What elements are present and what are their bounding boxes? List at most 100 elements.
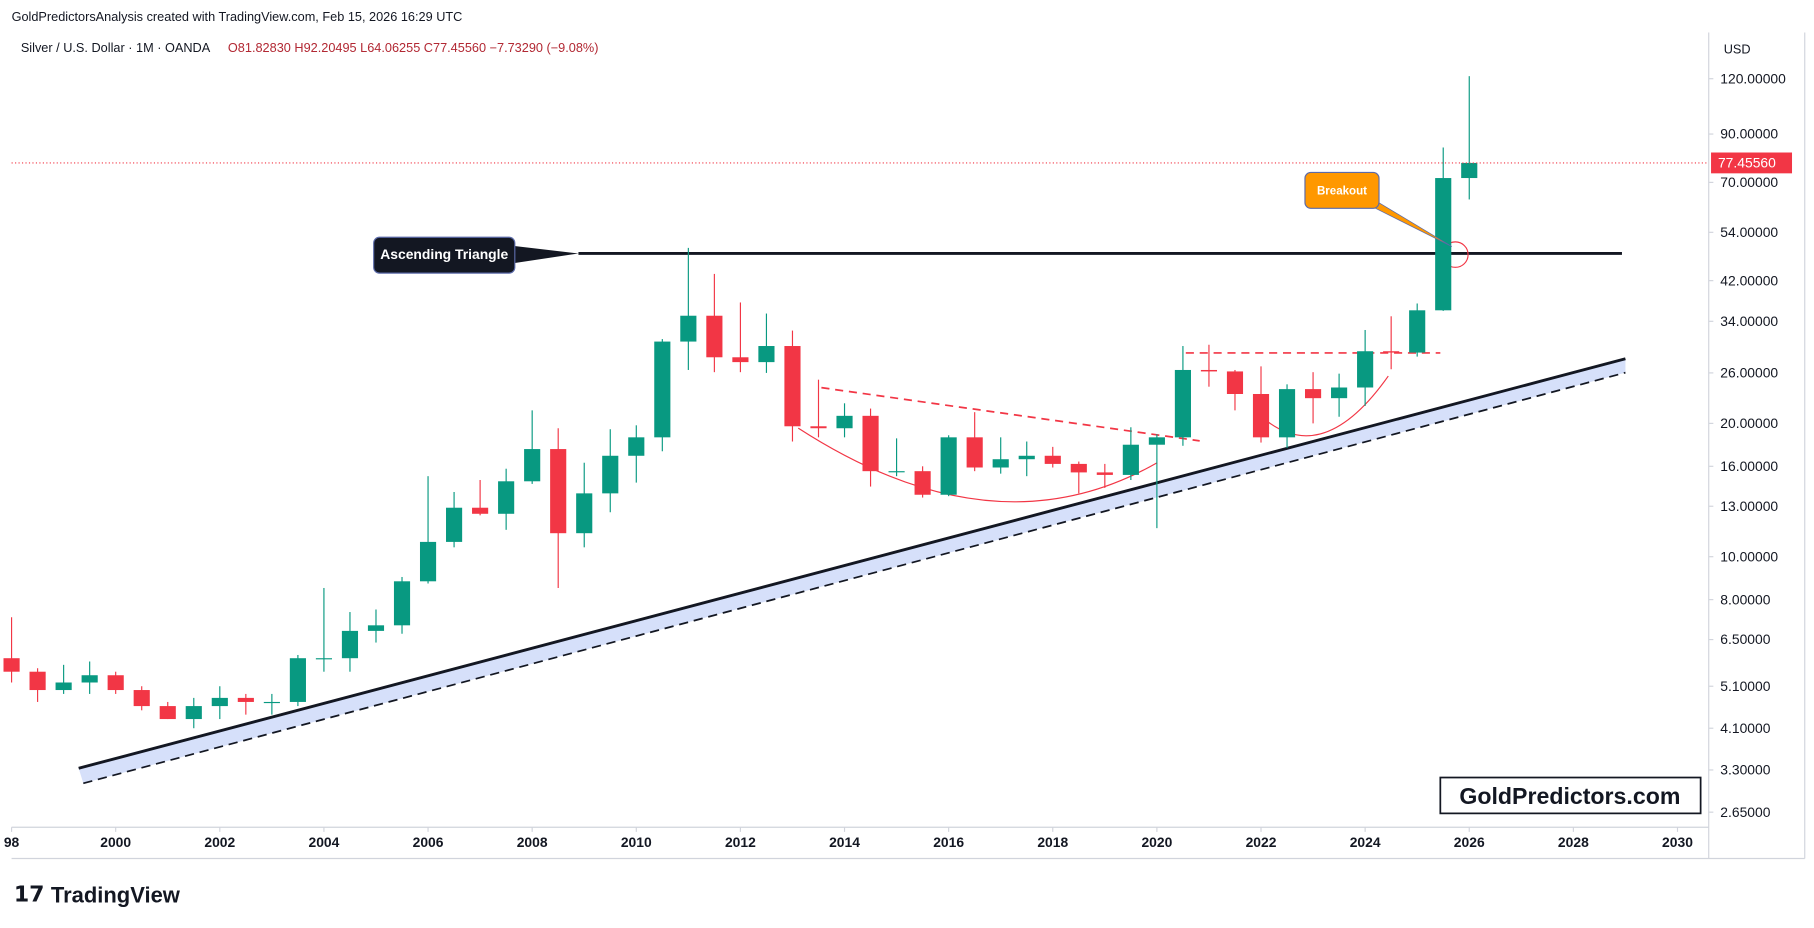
candle-body — [1409, 310, 1426, 353]
y-tick-label: 6.50000 — [1720, 631, 1770, 647]
candle-body — [1252, 393, 1270, 438]
candle-body — [159, 706, 176, 720]
candle-body — [185, 706, 202, 720]
candle-body — [1044, 455, 1061, 464]
callout-text: Ascending Triangle — [380, 246, 508, 262]
y-tick-label: 70.00000 — [1720, 174, 1778, 190]
last-price-box — [1711, 152, 1793, 174]
x-tick-label: 2006 — [413, 834, 444, 850]
candle-body — [1018, 455, 1035, 460]
callout-text: Breakout — [1317, 185, 1367, 197]
candle-body — [263, 701, 280, 704]
candle-body — [732, 357, 749, 363]
candle-body — [315, 658, 332, 660]
candle-body — [1200, 369, 1218, 372]
candle-body — [1383, 351, 1400, 353]
candle-body — [393, 581, 411, 626]
y-tick-label: 5.10000 — [1720, 678, 1770, 694]
footer-logo: TradingView — [51, 882, 181, 907]
candle-body — [1226, 371, 1244, 394]
x-tick-label: 2024 — [1350, 834, 1381, 850]
y-tick-label: 8.00000 — [1720, 591, 1770, 607]
channel-fill — [78, 358, 1626, 784]
y-tick-label: 3.30000 — [1720, 762, 1770, 778]
header: GoldPredictorsAnalysis created with Trad… — [12, 9, 463, 24]
candle-body — [524, 449, 541, 482]
currency: USD — [1724, 41, 1751, 56]
last-price-label: 77.45560 — [1718, 155, 1776, 171]
candle-body — [1278, 389, 1296, 438]
candle-body — [1435, 178, 1452, 311]
candle-body — [498, 481, 515, 514]
callout-box — [373, 236, 516, 274]
candle-body — [107, 675, 124, 691]
candle-body — [446, 507, 463, 542]
y-tick-label: 34.00000 — [1720, 313, 1778, 329]
watermark: GoldPredictors.com — [1459, 783, 1680, 809]
candle-body — [914, 471, 931, 495]
candle-body — [341, 630, 359, 659]
candle-body — [55, 682, 72, 691]
candle-body — [862, 415, 879, 472]
y-tick-label: 2.65000 — [1720, 804, 1770, 820]
x-tick-label: 2022 — [1246, 834, 1277, 850]
y-tick-label: 26.00000 — [1720, 365, 1778, 381]
x-tick-label: 2030 — [1662, 834, 1693, 850]
candle-body — [836, 415, 853, 429]
candle-body — [1096, 472, 1113, 475]
watermark-box — [1439, 776, 1702, 815]
candle-body — [81, 675, 98, 683]
candle-body — [1122, 444, 1139, 475]
candle-body — [1304, 389, 1322, 399]
candle-body — [940, 437, 957, 495]
x-tick-label: 2020 — [1141, 834, 1172, 850]
x-tick-label: 2012 — [725, 834, 756, 850]
candle-body — [1174, 369, 1191, 438]
trendline-dashed — [83, 371, 1626, 785]
candle-body — [576, 493, 593, 534]
candle-body — [1070, 463, 1087, 473]
y-tick-label: 42.00000 — [1720, 272, 1778, 288]
y-tick-label: 4.10000 — [1720, 720, 1770, 736]
x-tick-label: 2010 — [621, 834, 652, 850]
x-tick-label: 2004 — [308, 834, 339, 850]
arc — [1254, 375, 1389, 437]
x-tick-label: 98 — [4, 834, 20, 850]
y-tick-label: 16.00000 — [1720, 458, 1778, 474]
candle-body — [992, 459, 1009, 468]
ohlc-text: O81.82830 H92.20495 L64.06255 C77.45560 … — [228, 40, 599, 55]
candles — [3, 76, 1478, 729]
candle-body — [680, 315, 697, 342]
x-tick-label: 2016 — [933, 834, 964, 850]
y-tick-label: 20.00000 — [1720, 415, 1778, 431]
candle-body — [654, 341, 671, 438]
y-tick-label: 90.00000 — [1720, 126, 1778, 142]
y-tick-label: 120.00000 — [1720, 70, 1786, 86]
candle-body — [237, 697, 254, 702]
arc — [797, 427, 1158, 503]
y-tick-label: 13.00000 — [1720, 498, 1778, 514]
x-tick-label: 2000 — [100, 834, 131, 850]
x-tick-label: 2026 — [1454, 834, 1485, 850]
candle-body — [472, 507, 489, 514]
candle-body — [1331, 387, 1348, 399]
y-tick-label: 54.00000 — [1720, 224, 1778, 240]
candle-body — [758, 346, 775, 363]
x-tick-label: 2002 — [204, 834, 235, 850]
x-tick-label: 2014 — [829, 834, 860, 850]
candle-body — [706, 315, 723, 358]
candle-body — [289, 658, 306, 702]
x-tick-label: 2008 — [517, 834, 548, 850]
candle-body — [550, 449, 567, 534]
candle-body — [133, 690, 150, 707]
logo-mark: 𝟭𝟳 — [14, 881, 45, 906]
candle-body — [1148, 437, 1165, 445]
callout-pointer — [509, 245, 579, 264]
candle-body — [1357, 351, 1374, 388]
candle-body — [1461, 162, 1478, 179]
y-tick-label: 10.00000 — [1720, 548, 1778, 564]
candle-body — [628, 437, 645, 456]
candle-body — [211, 697, 228, 707]
